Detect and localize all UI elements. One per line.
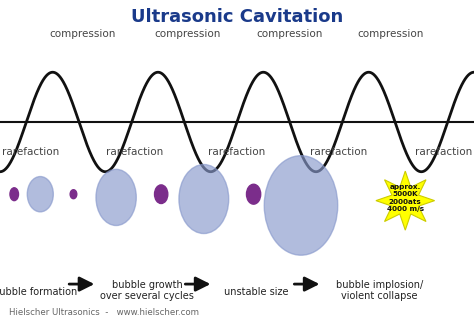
Text: bubble formation: bubble formation bbox=[0, 287, 78, 297]
Ellipse shape bbox=[70, 190, 77, 199]
Ellipse shape bbox=[27, 177, 53, 212]
Text: compression: compression bbox=[358, 29, 424, 39]
Ellipse shape bbox=[179, 164, 228, 234]
Ellipse shape bbox=[246, 184, 261, 204]
Text: Ultrasonic Cavitation: Ultrasonic Cavitation bbox=[131, 8, 343, 26]
Ellipse shape bbox=[264, 156, 337, 255]
Ellipse shape bbox=[96, 169, 137, 225]
Text: compression: compression bbox=[50, 29, 116, 39]
Ellipse shape bbox=[10, 188, 18, 201]
Text: bubble growth
over several cycles: bubble growth over several cycles bbox=[100, 280, 194, 301]
Polygon shape bbox=[376, 171, 435, 230]
Text: Hielscher Ultrasonics  -   www.hielscher.com: Hielscher Ultrasonics - www.hielscher.co… bbox=[9, 308, 200, 317]
Text: unstable size: unstable size bbox=[224, 287, 288, 297]
Text: compression: compression bbox=[256, 29, 322, 39]
Text: rarefaction: rarefaction bbox=[107, 147, 164, 158]
Text: compression: compression bbox=[154, 29, 220, 39]
Text: rarefaction: rarefaction bbox=[2, 147, 59, 158]
Text: approx.
5000K
2000ats
4000 m/s: approx. 5000K 2000ats 4000 m/s bbox=[387, 184, 424, 212]
Text: bubble implosion/
violent collapse: bubble implosion/ violent collapse bbox=[336, 280, 423, 301]
Text: rarefaction: rarefaction bbox=[415, 147, 472, 158]
Text: rarefaction: rarefaction bbox=[310, 147, 367, 158]
Text: rarefaction: rarefaction bbox=[209, 147, 265, 158]
Ellipse shape bbox=[155, 185, 168, 204]
